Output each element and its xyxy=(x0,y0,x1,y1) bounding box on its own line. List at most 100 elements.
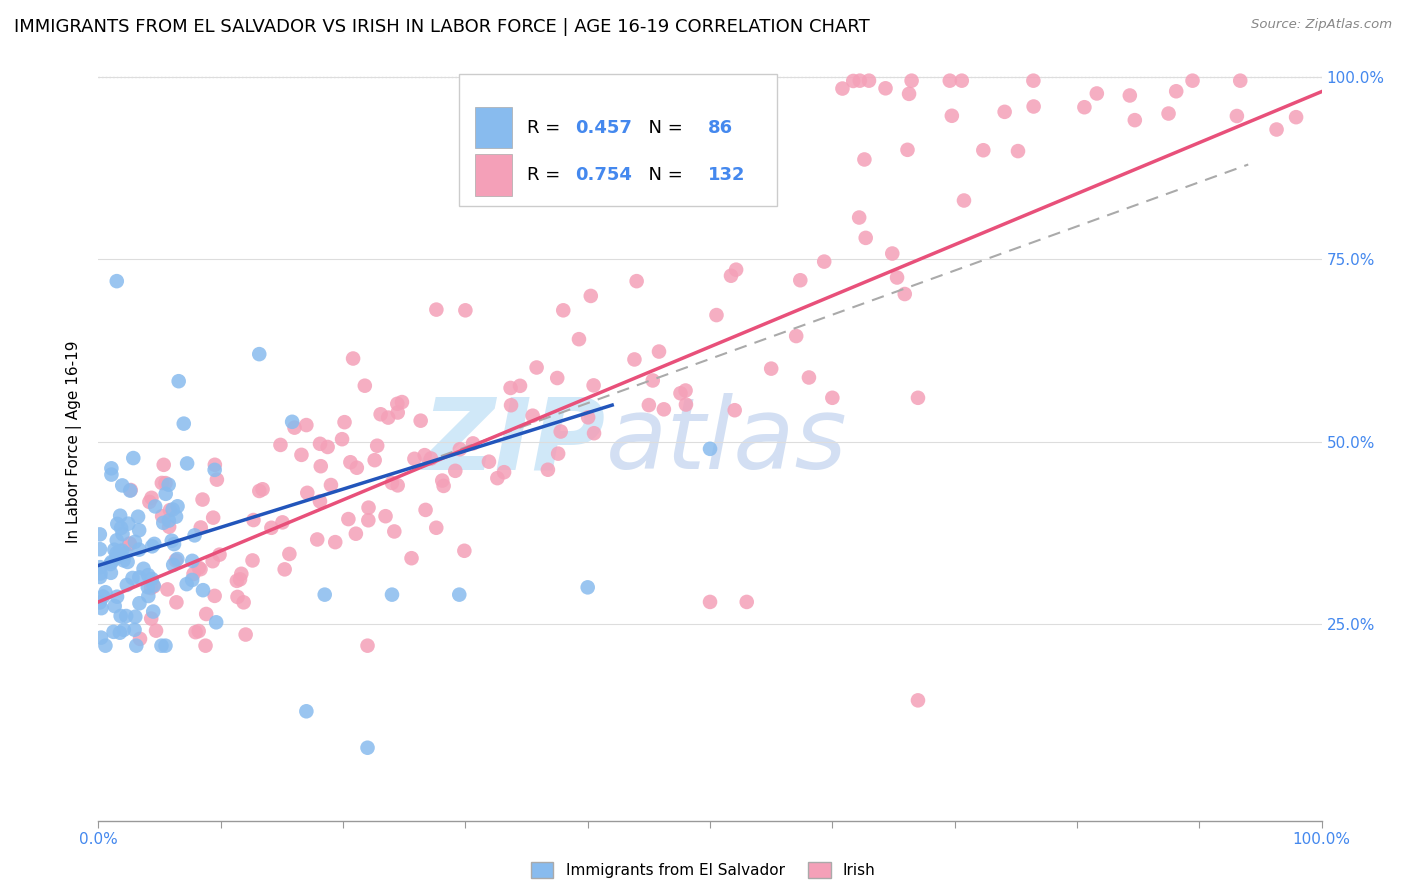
Point xyxy=(125,639,148,653)
Point xyxy=(225,574,247,588)
Point xyxy=(155,487,177,501)
Point xyxy=(454,303,477,318)
Point xyxy=(100,467,122,482)
Point xyxy=(183,566,205,581)
Point xyxy=(90,601,112,615)
Point xyxy=(91,590,114,604)
Point xyxy=(105,274,128,288)
Point xyxy=(105,533,128,548)
Point xyxy=(900,73,922,87)
Point xyxy=(122,451,145,466)
Point xyxy=(128,523,150,537)
Point xyxy=(100,566,122,580)
Point xyxy=(204,458,226,472)
Point xyxy=(353,378,375,392)
Point xyxy=(1157,106,1180,120)
Point xyxy=(449,442,471,457)
Point xyxy=(105,590,128,604)
Point xyxy=(194,639,217,653)
Point xyxy=(271,516,294,530)
Point xyxy=(858,73,880,87)
Point xyxy=(204,589,226,603)
Text: N =: N = xyxy=(637,119,688,136)
Point xyxy=(190,562,212,576)
Point xyxy=(357,500,380,515)
Point xyxy=(176,457,198,471)
Point xyxy=(648,344,671,359)
Point xyxy=(167,374,190,388)
Point xyxy=(100,461,122,475)
Point xyxy=(342,351,364,366)
Point xyxy=(509,379,531,393)
Point xyxy=(139,581,162,595)
Point xyxy=(907,693,929,707)
Point xyxy=(797,370,820,384)
Point xyxy=(387,397,409,411)
Point xyxy=(1226,109,1249,123)
Point xyxy=(205,615,228,630)
Point xyxy=(117,516,139,531)
Point xyxy=(290,448,312,462)
Point xyxy=(111,527,134,541)
Point xyxy=(849,73,872,87)
Point xyxy=(339,455,361,469)
Point xyxy=(652,402,675,417)
Point xyxy=(191,583,214,598)
Point xyxy=(381,475,404,490)
Point xyxy=(886,270,908,285)
Point xyxy=(374,509,396,524)
Point xyxy=(433,479,456,493)
Point xyxy=(89,595,111,609)
Point xyxy=(155,476,177,491)
Point xyxy=(1085,87,1108,101)
Point xyxy=(94,585,117,599)
Y-axis label: In Labor Force | Age 16-19: In Labor Force | Age 16-19 xyxy=(66,340,83,543)
Point xyxy=(281,415,304,429)
Point xyxy=(1181,73,1204,87)
Point xyxy=(105,516,128,531)
Point xyxy=(735,595,758,609)
Point xyxy=(150,475,173,490)
Point xyxy=(323,535,346,549)
Point xyxy=(1073,100,1095,114)
Point xyxy=(162,502,184,516)
Point xyxy=(132,562,155,576)
Point xyxy=(141,572,163,586)
Point xyxy=(145,624,167,638)
Point xyxy=(583,426,606,441)
Point xyxy=(546,371,568,385)
Point xyxy=(582,378,605,392)
Point xyxy=(337,512,360,526)
Point xyxy=(111,478,134,492)
Point xyxy=(344,526,367,541)
Point xyxy=(363,453,385,467)
Point xyxy=(205,473,228,487)
Point xyxy=(242,513,264,527)
Point xyxy=(387,478,409,492)
Point xyxy=(103,624,125,639)
Point xyxy=(173,417,195,431)
Point xyxy=(972,143,994,157)
Point xyxy=(273,562,295,576)
Point xyxy=(855,231,877,245)
Point xyxy=(550,425,572,439)
Point xyxy=(124,534,146,549)
Point xyxy=(357,513,380,527)
Point xyxy=(486,471,509,485)
Point xyxy=(1265,122,1288,136)
Point xyxy=(675,384,697,398)
Point xyxy=(307,533,329,547)
Point xyxy=(176,577,198,591)
Point xyxy=(675,398,697,412)
FancyBboxPatch shape xyxy=(475,154,512,196)
Point xyxy=(89,542,111,557)
Point xyxy=(160,533,183,548)
Point xyxy=(387,405,409,419)
Point xyxy=(330,432,353,446)
Point xyxy=(309,494,332,508)
Point xyxy=(461,436,484,450)
Point xyxy=(142,605,165,619)
Point xyxy=(377,410,399,425)
Point xyxy=(875,81,897,95)
Point xyxy=(104,599,127,613)
